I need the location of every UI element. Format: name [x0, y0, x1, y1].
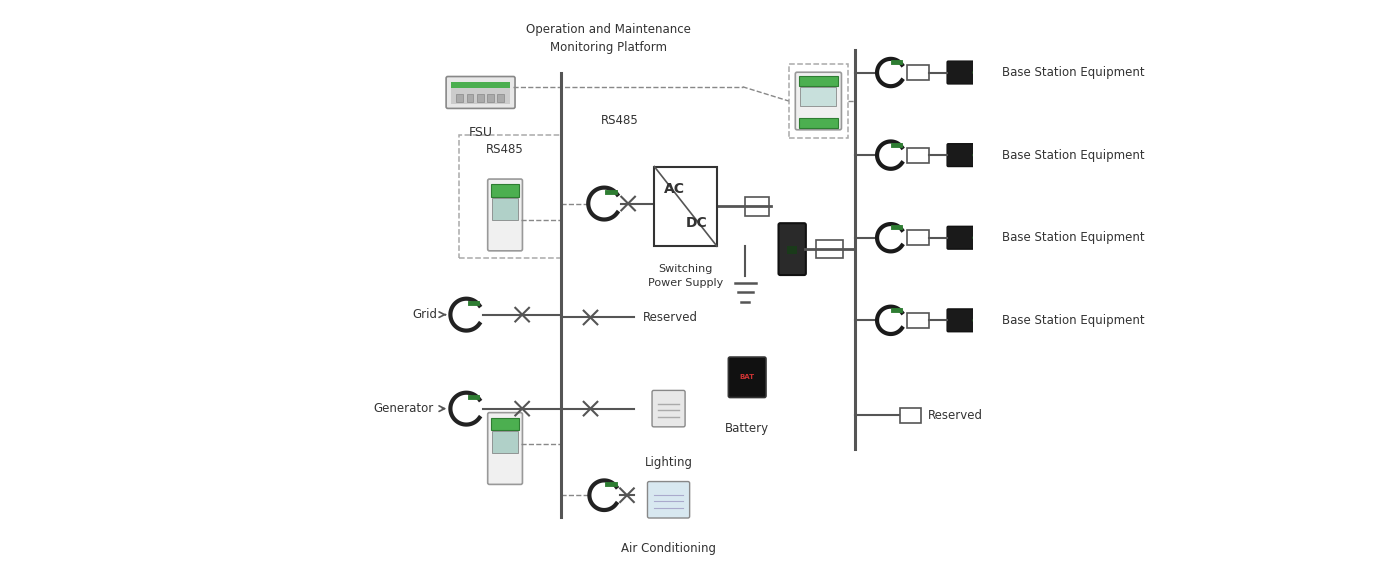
FancyBboxPatch shape: [728, 357, 766, 398]
FancyBboxPatch shape: [647, 481, 690, 518]
Circle shape: [979, 318, 985, 323]
FancyBboxPatch shape: [492, 431, 519, 453]
Circle shape: [979, 153, 985, 157]
Text: RS485: RS485: [486, 143, 523, 156]
FancyBboxPatch shape: [788, 246, 797, 254]
FancyBboxPatch shape: [947, 144, 989, 166]
Circle shape: [979, 71, 985, 75]
Text: RS485: RS485: [602, 114, 639, 127]
FancyBboxPatch shape: [450, 88, 511, 105]
Text: BAT: BAT: [739, 375, 755, 380]
Text: AC: AC: [664, 182, 684, 197]
FancyBboxPatch shape: [467, 94, 474, 102]
FancyBboxPatch shape: [907, 148, 929, 162]
FancyBboxPatch shape: [492, 184, 519, 197]
Text: Base Station Equipment: Base Station Equipment: [1002, 231, 1146, 244]
Text: Operation and Maintenance
Monitoring Platform: Operation and Maintenance Monitoring Pla…: [526, 23, 691, 54]
Circle shape: [979, 235, 985, 240]
FancyBboxPatch shape: [817, 240, 844, 258]
Text: Base Station Equipment: Base Station Equipment: [1002, 314, 1146, 327]
Text: DC: DC: [686, 217, 708, 231]
FancyBboxPatch shape: [745, 197, 768, 216]
FancyBboxPatch shape: [947, 61, 989, 84]
FancyBboxPatch shape: [907, 65, 929, 80]
Text: FSU: FSU: [468, 126, 493, 139]
Circle shape: [974, 71, 978, 75]
FancyBboxPatch shape: [476, 94, 483, 102]
FancyBboxPatch shape: [655, 186, 706, 238]
FancyBboxPatch shape: [799, 118, 839, 128]
Text: Base Station Equipment: Base Station Equipment: [1002, 149, 1146, 162]
Text: Battery: Battery: [726, 422, 770, 435]
Text: Generator: Generator: [373, 402, 434, 415]
FancyBboxPatch shape: [654, 166, 717, 246]
Text: Reserved: Reserved: [928, 409, 983, 422]
FancyBboxPatch shape: [947, 309, 989, 332]
FancyBboxPatch shape: [778, 223, 806, 275]
FancyBboxPatch shape: [796, 72, 841, 130]
FancyBboxPatch shape: [497, 94, 504, 102]
FancyBboxPatch shape: [487, 94, 494, 102]
FancyBboxPatch shape: [487, 413, 522, 484]
Text: Base Station Equipment: Base Station Equipment: [1002, 66, 1146, 79]
FancyBboxPatch shape: [492, 198, 519, 220]
FancyBboxPatch shape: [487, 179, 522, 251]
Text: Lighting: Lighting: [644, 456, 693, 469]
FancyBboxPatch shape: [799, 76, 839, 87]
FancyBboxPatch shape: [653, 390, 686, 427]
Circle shape: [974, 318, 978, 323]
Text: Air Conditioning: Air Conditioning: [621, 542, 716, 555]
Text: Grid: Grid: [413, 308, 438, 321]
FancyBboxPatch shape: [492, 418, 519, 430]
FancyBboxPatch shape: [450, 81, 511, 88]
Text: Reserved: Reserved: [643, 311, 698, 324]
FancyBboxPatch shape: [947, 227, 989, 249]
Text: Switching
Power Supply: Switching Power Supply: [649, 264, 723, 288]
Circle shape: [974, 153, 978, 157]
Circle shape: [974, 235, 978, 240]
FancyBboxPatch shape: [907, 313, 929, 328]
FancyBboxPatch shape: [456, 94, 463, 102]
FancyBboxPatch shape: [446, 76, 515, 109]
FancyBboxPatch shape: [899, 408, 921, 423]
FancyBboxPatch shape: [800, 87, 836, 106]
FancyBboxPatch shape: [907, 230, 929, 245]
